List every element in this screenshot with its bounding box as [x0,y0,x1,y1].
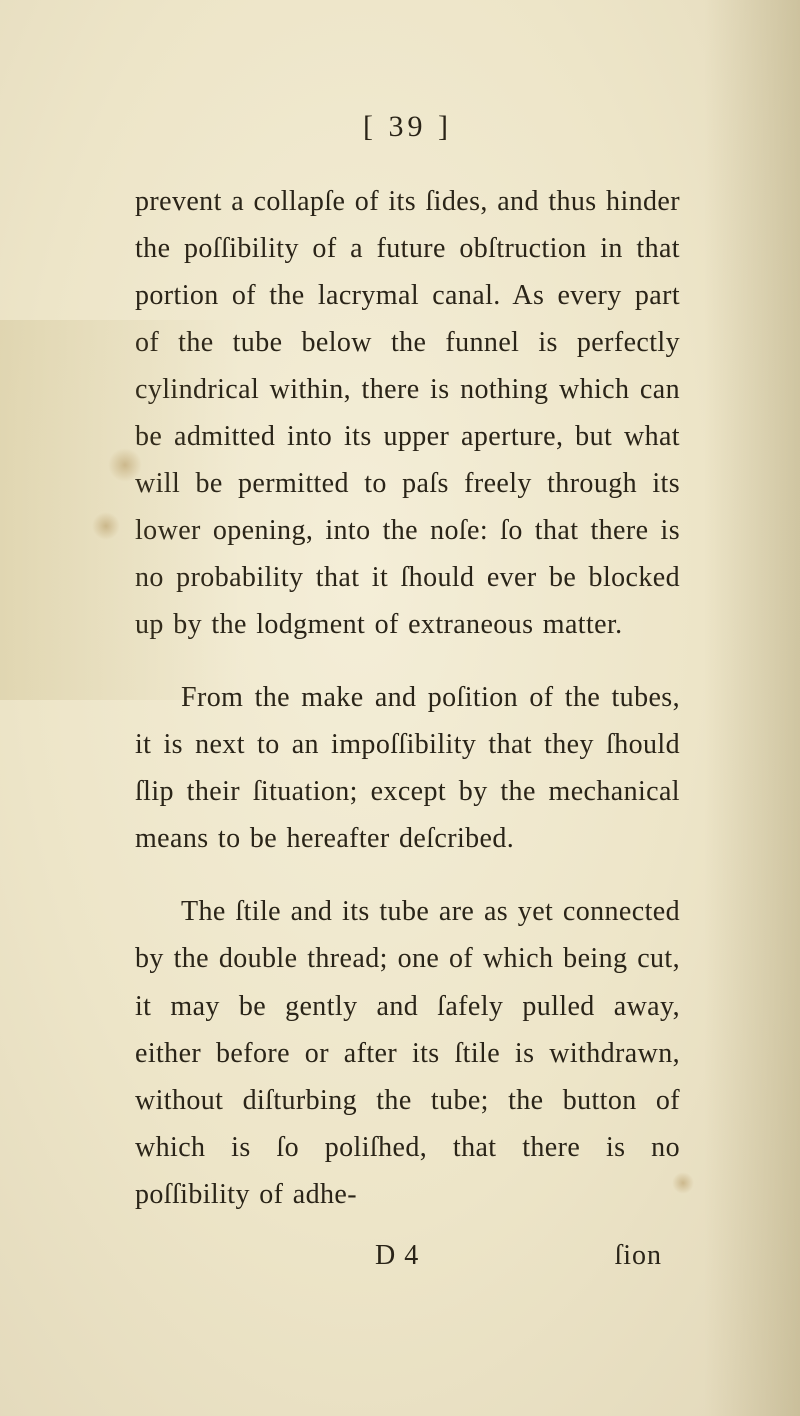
page-number-header: [ 39 ] [135,110,680,144]
body-paragraph-2: From the make and poſition of the tubes,… [135,674,680,862]
signature-mark: D 4 [375,1240,419,1272]
body-paragraph-3: The ſtile and its tube are as yet con­ne… [135,888,680,1217]
body-paragraph-1: prevent a collapſe of its ſides, and thu… [135,178,680,648]
catchword: ſion [614,1240,662,1272]
foxing-spot [92,512,120,540]
scanned-page: [ 39 ] prevent a collapſe of its ſides, … [0,0,800,1416]
footer-line: D 4 ſion [135,1240,680,1272]
